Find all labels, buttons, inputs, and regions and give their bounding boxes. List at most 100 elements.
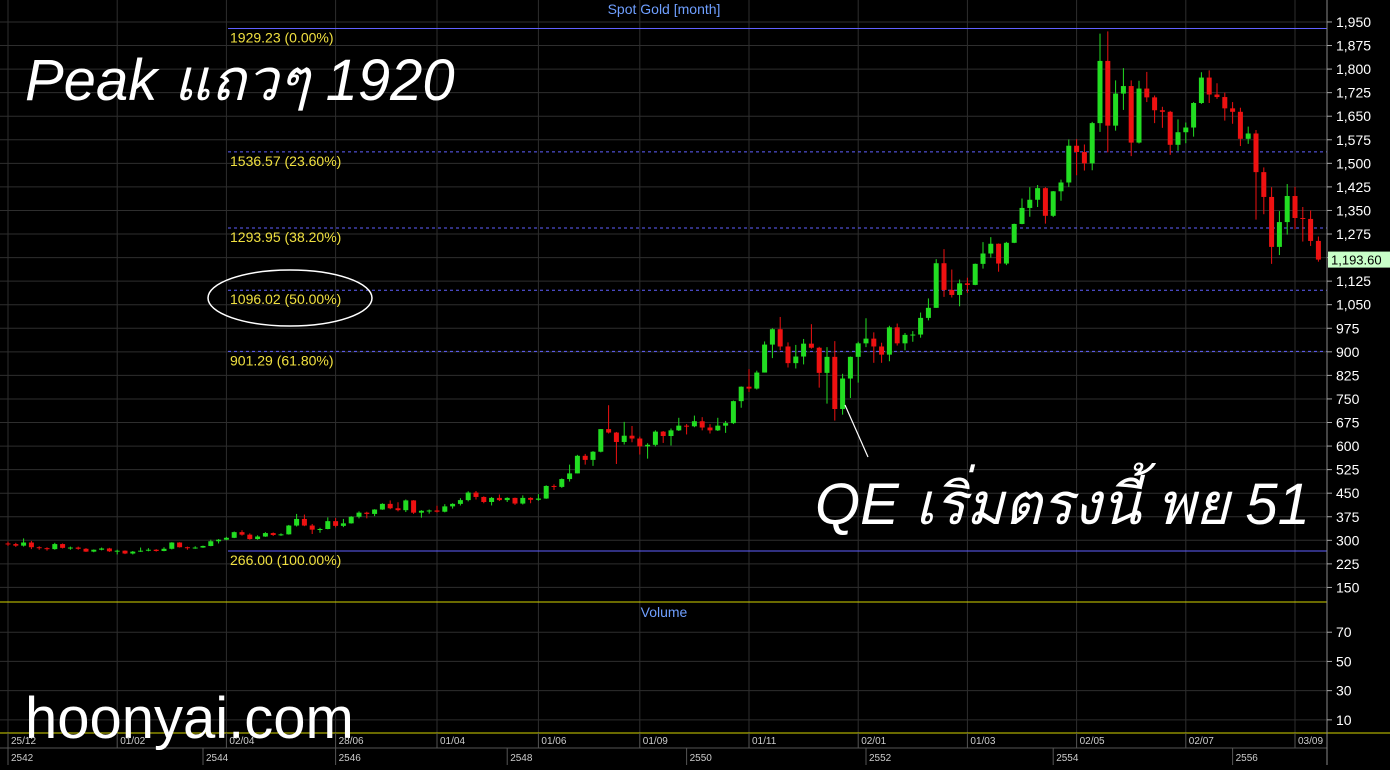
candle-body xyxy=(426,510,432,512)
candle-body xyxy=(411,500,417,513)
x-tick-label: 01/03 xyxy=(970,736,995,747)
candle-body xyxy=(223,537,229,540)
candle-body xyxy=(520,497,526,504)
candle-body xyxy=(379,503,385,510)
candle-body xyxy=(340,523,346,526)
candle-body xyxy=(707,427,713,431)
candle-body xyxy=(551,485,557,487)
candle-body xyxy=(1019,207,1025,224)
candle-body xyxy=(91,549,97,552)
candle-body xyxy=(676,425,682,431)
last-price-label: 1,193.60 xyxy=(1331,253,1382,268)
candle-body xyxy=(879,346,885,355)
candle-body xyxy=(832,356,838,409)
candle-body xyxy=(574,455,580,474)
candle-body xyxy=(122,550,128,554)
candle-body xyxy=(1136,88,1142,143)
y-tick-label: 225 xyxy=(1336,556,1360,572)
candle-body xyxy=(1035,188,1041,200)
candle-body xyxy=(777,329,783,347)
candle-body xyxy=(200,545,206,548)
candle-body xyxy=(231,532,237,538)
candle-body xyxy=(1089,123,1095,164)
candle-body xyxy=(333,521,339,526)
candle-body xyxy=(504,497,510,501)
candle-body xyxy=(145,549,151,551)
y-tick-label: 1,125 xyxy=(1336,273,1371,289)
y-tick-label: 600 xyxy=(1336,438,1360,454)
candle-body xyxy=(1206,77,1212,95)
candle-body xyxy=(153,549,159,551)
y-tick-label: 825 xyxy=(1336,367,1360,383)
candle-body xyxy=(863,338,869,344)
candle-body xyxy=(957,283,963,295)
y-tick-label: 30 xyxy=(1336,683,1352,699)
candle-body xyxy=(262,533,268,537)
candle-body xyxy=(21,542,27,546)
candle-body xyxy=(1144,88,1150,98)
candle-body xyxy=(489,497,495,502)
candle-body xyxy=(543,485,549,499)
y-tick-label: 1,350 xyxy=(1336,202,1371,218)
candle-body xyxy=(567,473,573,480)
x-tick-label: 02/07 xyxy=(1189,736,1214,747)
candle-body xyxy=(1003,242,1009,264)
candle-body xyxy=(208,541,214,546)
candle-body xyxy=(1159,110,1165,112)
candle-body xyxy=(387,503,393,509)
candle-body xyxy=(67,547,73,549)
x-tick-label: 02/04 xyxy=(229,736,254,747)
candle-body xyxy=(138,550,144,552)
candle-layer xyxy=(5,31,1321,555)
candle-body xyxy=(1253,133,1259,173)
fib-label: 1293.95 (38.20%) xyxy=(230,229,341,245)
candle-body xyxy=(980,253,986,264)
candle-body xyxy=(754,372,760,389)
year-label: 2556 xyxy=(1236,753,1259,764)
x-tick-label: 01/04 xyxy=(440,736,465,747)
candle-body xyxy=(1120,86,1126,94)
candle-body xyxy=(535,498,541,500)
candle-body xyxy=(996,243,1002,264)
candle-body xyxy=(1042,188,1048,216)
candle-body xyxy=(801,343,807,357)
candle-body xyxy=(5,543,11,545)
x-tick-label: 28/06 xyxy=(339,736,364,747)
candle-body xyxy=(1214,94,1220,98)
candle-body xyxy=(925,307,931,318)
candle-body xyxy=(816,347,822,373)
candle-body xyxy=(184,547,190,549)
candle-body xyxy=(582,455,588,460)
candle-body xyxy=(465,492,471,501)
candle-body xyxy=(629,435,635,439)
candle-body xyxy=(309,525,315,530)
candle-body xyxy=(910,334,916,336)
candle-body xyxy=(730,401,736,424)
candle-body xyxy=(824,356,830,373)
candle-body xyxy=(621,435,627,442)
candle-body xyxy=(1245,133,1251,139)
x-tick-label: 01/06 xyxy=(541,736,566,747)
candle-body xyxy=(1230,108,1236,112)
candle-body xyxy=(598,429,604,452)
candle-body xyxy=(130,551,136,554)
fib-label: 266.00 (100.00%) xyxy=(230,552,341,568)
candle-body xyxy=(99,548,105,550)
y-tick-label: 1,725 xyxy=(1336,85,1371,101)
x-tick-label: 02/05 xyxy=(1080,736,1105,747)
candle-body xyxy=(949,289,955,295)
y-tick-label: 10 xyxy=(1336,712,1352,728)
annotation: QE เริ่มตรงนี้ พย 51 xyxy=(815,462,1310,537)
candle-body xyxy=(364,512,370,514)
candle-body xyxy=(512,497,518,504)
candle-body xyxy=(1058,182,1064,192)
year-label: 2546 xyxy=(339,753,362,764)
y-tick-label: 1,650 xyxy=(1336,108,1371,124)
y-tick-label: 1,275 xyxy=(1336,226,1371,242)
highlight-ellipse xyxy=(207,269,373,327)
y-tick-label: 70 xyxy=(1336,624,1352,640)
candle-body xyxy=(442,506,448,512)
candle-body xyxy=(652,431,658,445)
candle-body xyxy=(473,492,479,497)
